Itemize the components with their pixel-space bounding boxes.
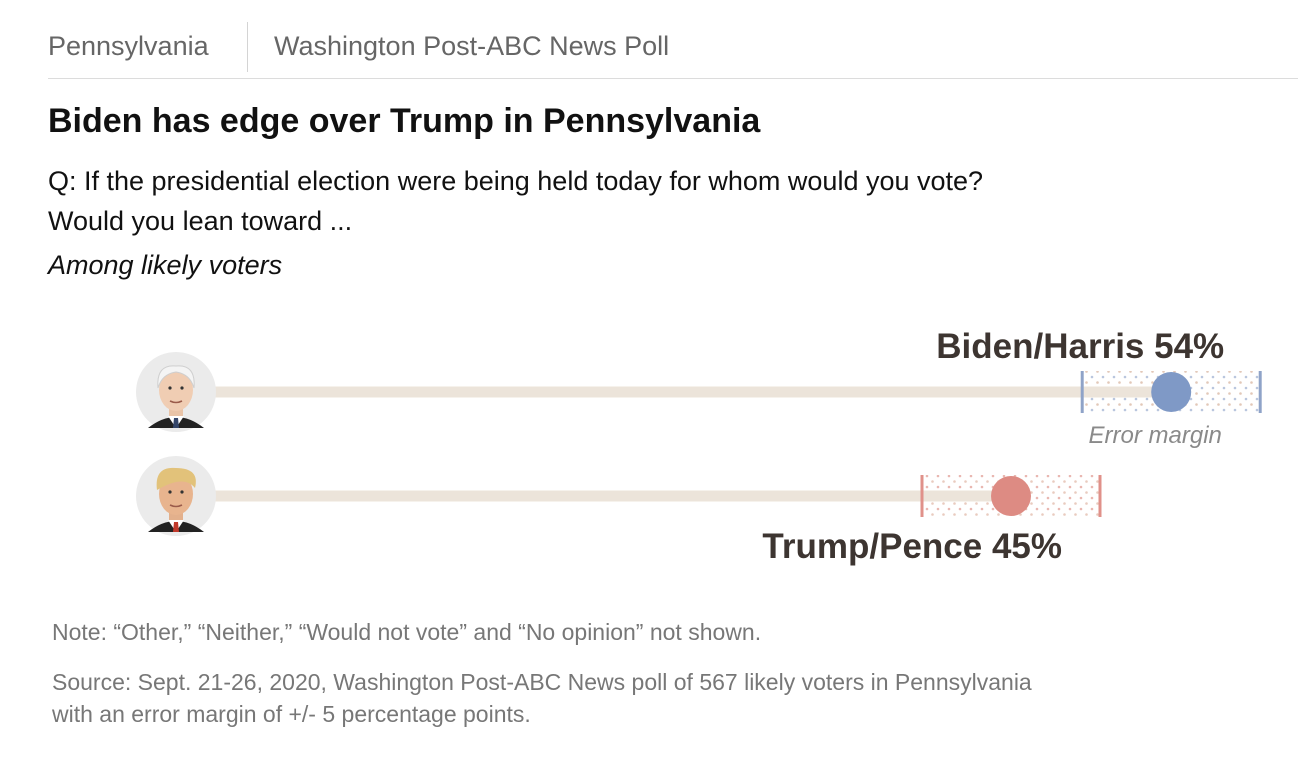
portrait-hair	[156, 467, 196, 490]
chart-header: Pennsylvania Washington Post-ABC News Po…	[48, 22, 1298, 79]
portrait-eye-right	[180, 386, 184, 390]
question-line-2: Would you lean toward ...	[48, 206, 353, 236]
poll-question: Q: If the presidential election were bei…	[48, 161, 983, 241]
biden-portrait-icon	[136, 352, 216, 432]
portrait-tie	[173, 522, 179, 532]
chart-subtitle: Among likely voters	[48, 250, 283, 280]
source-line-1: Source: Sept. 21-26, 2020, Washington Po…	[52, 669, 1032, 695]
series-label-biden-portrait: Biden/Harris 54%	[936, 327, 1224, 366]
portrait-eye-left	[168, 490, 172, 494]
chart-source: Source: Sept. 21-26, 2020, Washington Po…	[52, 666, 1032, 730]
value-dot-trump-portrait	[991, 476, 1031, 516]
kicker-divider	[247, 22, 248, 72]
trump-portrait-icon	[136, 456, 216, 536]
portrait-face	[159, 369, 193, 411]
portrait-mouth	[169, 504, 183, 508]
portrait-eye-right	[180, 490, 184, 494]
value-dot-biden-portrait	[1151, 372, 1192, 412]
error-margin-annotation: Error margin	[1089, 422, 1222, 449]
question-line-1: Q: If the presidential election were bei…	[48, 166, 984, 196]
portrait-mouth	[169, 400, 183, 404]
portrait-tie	[173, 418, 179, 428]
chart-title: Biden has edge over Trump in Pennsylvani…	[48, 102, 761, 140]
chart-note: Note: “Other,” “Neither,” “Would not vot…	[52, 619, 762, 645]
source-line-2: with an error margin of +/- 5 percentage…	[52, 701, 531, 727]
kicker-state: Pennsylvania	[48, 31, 209, 61]
portrait-hair	[157, 365, 195, 389]
kicker-poll: Washington Post-ABC News Poll	[274, 31, 670, 61]
portrait-eye-left	[168, 386, 172, 390]
series-label-trump-portrait: Trump/Pence 45%	[762, 527, 1062, 566]
